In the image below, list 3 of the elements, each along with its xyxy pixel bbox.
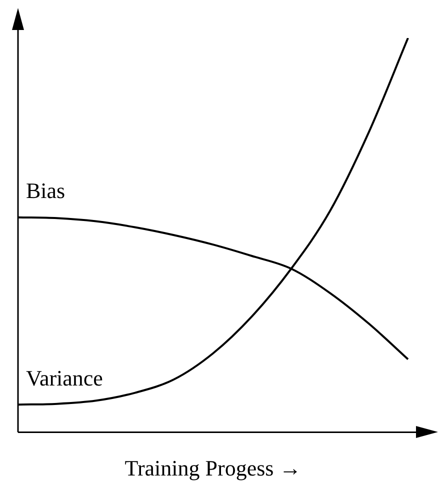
series-label: Variance	[26, 365, 103, 390]
series-label: Bias	[26, 178, 66, 204]
x-axis-title: Training Progess →	[124, 456, 302, 481]
